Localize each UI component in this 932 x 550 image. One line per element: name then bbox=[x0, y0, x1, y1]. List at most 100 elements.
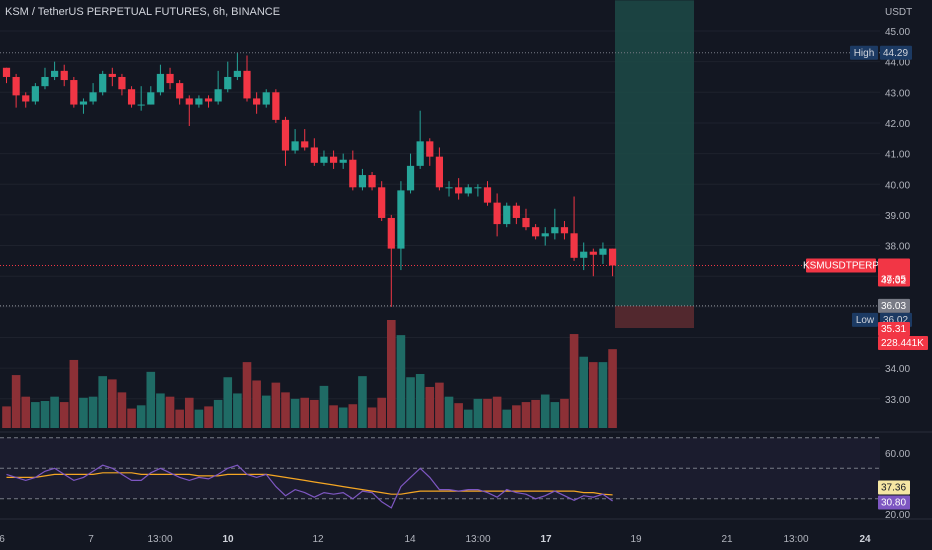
volume-bar bbox=[69, 359, 79, 428]
candle-body bbox=[137, 104, 145, 106]
time-tick-label: 6 bbox=[0, 534, 5, 545]
rsi-line bbox=[6, 464, 613, 509]
volume-bar bbox=[271, 382, 281, 428]
candle-body bbox=[310, 147, 318, 163]
volume-bar bbox=[88, 396, 98, 428]
candle-body bbox=[12, 76, 20, 96]
volume-bar bbox=[261, 395, 271, 428]
candle-body bbox=[406, 165, 415, 191]
volume-bar bbox=[454, 403, 463, 428]
volume-bar bbox=[463, 409, 473, 428]
long-position-tool bbox=[615, 0, 694, 328]
high-value-tag-bg bbox=[880, 45, 912, 60]
candle-body bbox=[195, 98, 203, 105]
price-tick-label: 43.00 bbox=[885, 88, 910, 99]
volume-bar bbox=[540, 394, 550, 428]
candle-body bbox=[570, 233, 578, 258]
last-price-tag: 37.35 bbox=[881, 274, 906, 285]
candle-body bbox=[147, 92, 155, 105]
rsi-tick-label: 20.00 bbox=[885, 510, 910, 521]
candle-body bbox=[2, 67, 11, 77]
volume-bar bbox=[233, 393, 242, 428]
candle-body bbox=[214, 89, 222, 102]
price-tick-label: 38.00 bbox=[885, 242, 910, 253]
volume-bar bbox=[310, 399, 319, 428]
volume-bar bbox=[290, 398, 300, 428]
volume-bar bbox=[435, 382, 444, 428]
rsi-ma-value-tag-bg bbox=[878, 480, 910, 495]
candle-body bbox=[262, 92, 270, 105]
volume-bar bbox=[444, 396, 454, 428]
volume-bar bbox=[108, 379, 117, 428]
candle-body bbox=[127, 89, 136, 105]
candle-body bbox=[368, 175, 376, 188]
volume-bar bbox=[348, 404, 358, 428]
volume-bar bbox=[550, 402, 560, 428]
candle-body bbox=[320, 156, 328, 163]
candle-body bbox=[185, 98, 193, 105]
candle-body bbox=[301, 141, 309, 148]
volume-bar bbox=[146, 371, 156, 428]
candle-body bbox=[89, 92, 97, 102]
time-tick-label: 19 bbox=[630, 534, 642, 545]
candle-body bbox=[108, 73, 116, 77]
candle-body bbox=[378, 187, 386, 218]
candle-body bbox=[233, 70, 241, 77]
candle-body bbox=[426, 141, 434, 157]
price-tick-label: 44.00 bbox=[885, 58, 910, 69]
candle-body bbox=[41, 76, 49, 87]
chart-title: KSM / TetherUS PERPETUAL FUTURES, 6h, BI… bbox=[5, 6, 281, 18]
volume-bar bbox=[175, 409, 184, 428]
price-tick-label: 33.00 bbox=[885, 395, 910, 406]
candle-body bbox=[416, 141, 424, 166]
price-tick-label: 40.00 bbox=[885, 180, 910, 191]
candle-body bbox=[397, 190, 405, 249]
volume-bar bbox=[483, 398, 492, 428]
volume-bar bbox=[598, 362, 608, 428]
rsi-band bbox=[0, 437, 880, 499]
candle-body bbox=[435, 156, 443, 188]
profit-zone bbox=[615, 0, 694, 306]
volume-bar bbox=[31, 402, 40, 428]
candle-body bbox=[166, 73, 174, 84]
candle-body bbox=[70, 80, 78, 105]
volume-bar bbox=[184, 397, 194, 428]
volume-bar bbox=[21, 396, 31, 428]
symbol-tag: KSMUSDTPERP bbox=[803, 260, 879, 271]
volume-bar bbox=[329, 405, 338, 428]
time-tick-label: 24 bbox=[859, 534, 871, 545]
volume-bar bbox=[127, 408, 136, 428]
candle-body bbox=[532, 227, 540, 237]
candle-body bbox=[512, 205, 520, 218]
candle-body bbox=[224, 76, 232, 90]
candle-body bbox=[281, 119, 290, 151]
volume-bar bbox=[367, 407, 377, 428]
volume-bar bbox=[589, 362, 598, 428]
candle-body bbox=[483, 187, 492, 203]
countdown-tag: 49:02 bbox=[881, 275, 906, 286]
candle-body bbox=[358, 175, 367, 188]
volume-bar bbox=[521, 402, 531, 428]
volume-bar bbox=[473, 398, 483, 428]
entry-value-tag-bg bbox=[878, 298, 910, 313]
candle-body bbox=[99, 73, 107, 93]
high-tag: High bbox=[854, 48, 875, 59]
price-tick-label: 34.00 bbox=[885, 364, 910, 375]
candle-body bbox=[493, 202, 501, 225]
candle-body bbox=[599, 248, 607, 255]
high-tag-bg bbox=[850, 45, 878, 60]
price-tick-label: 45.00 bbox=[885, 27, 910, 38]
time-tick-label: 17 bbox=[540, 534, 552, 545]
candle-body bbox=[474, 187, 482, 189]
candle-body bbox=[79, 101, 88, 105]
volume-bar bbox=[319, 385, 329, 428]
currency-label: USDT bbox=[885, 7, 912, 18]
candle-body bbox=[608, 248, 617, 266]
rsi-ma-value-tag: 37.36 bbox=[881, 483, 906, 494]
time-tick-label: 21 bbox=[721, 534, 733, 545]
volume-bar bbox=[156, 393, 165, 428]
volume-bar bbox=[213, 399, 223, 428]
candle-body bbox=[272, 92, 280, 120]
